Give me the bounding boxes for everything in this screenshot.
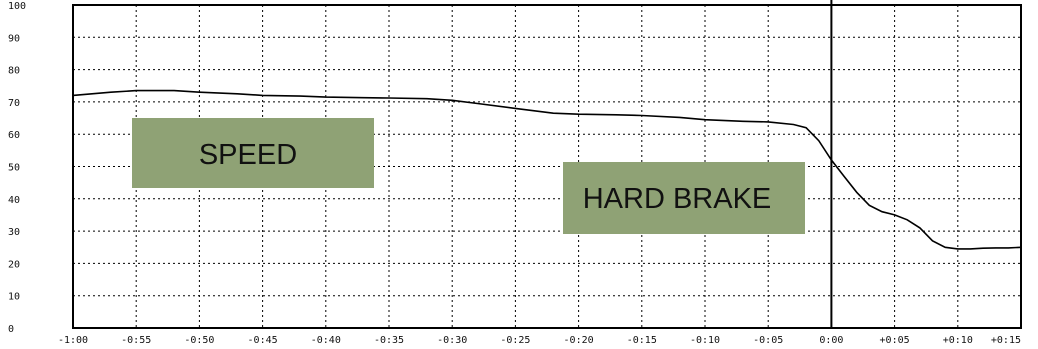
- annotation-hard-brake-box: [563, 162, 805, 234]
- x-tick-label: -0:05: [753, 335, 783, 346]
- annotation-hard-brake: HARD BRAKE: [563, 162, 805, 234]
- y-tick-label: 40: [8, 195, 20, 206]
- x-tick-label: -0:40: [311, 335, 341, 346]
- x-tick-label: -0:30: [437, 335, 467, 346]
- y-tick-label: 90: [8, 33, 20, 44]
- y-tick-label: 0: [8, 324, 14, 335]
- y-tick-label: 70: [8, 98, 20, 109]
- x-tick-label: +0:15: [991, 335, 1021, 346]
- x-tick-label: -0:35: [374, 335, 404, 346]
- annotation-speed: SPEED: [132, 118, 374, 188]
- x-tick-label: +0:05: [880, 335, 910, 346]
- y-tick-label: 30: [8, 227, 20, 238]
- plot-frame: [72, 4, 1022, 329]
- y-tick-label: 20: [8, 259, 20, 270]
- annotation-speed-label: SPEED: [199, 139, 297, 171]
- x-axis-ticks: -1:00 -0:55 -0:50 -0:45 -0:40 -0:35 -0:30 -0:25…: [58, 335, 1021, 346]
- y-tick-label: 10: [8, 292, 20, 303]
- speed-series-line: [72, 89, 1022, 250]
- x-tick-label: 0:00: [819, 335, 843, 346]
- y-tick-label: 50: [8, 163, 20, 174]
- x-tick-label: +0:10: [943, 335, 973, 346]
- y-tick-label: 60: [8, 130, 20, 141]
- y-tick-label: 100: [8, 1, 26, 12]
- x-tick-label: -0:20: [564, 335, 594, 346]
- annotation-speed-box: [132, 118, 374, 188]
- x-tick-label: -0:15: [627, 335, 657, 346]
- x-tick-label: -1:00: [58, 335, 88, 346]
- annotation-hard-brake-label: HARD BRAKE: [583, 183, 772, 215]
- x-tick-label: -0:10: [690, 335, 720, 346]
- y-tick-label: 80: [8, 66, 20, 77]
- x-tick-label: -0:25: [500, 335, 530, 346]
- x-tick-label: -0:50: [184, 335, 214, 346]
- x-tick-label: -0:55: [121, 335, 151, 346]
- x-tick-label: -0:45: [248, 335, 278, 346]
